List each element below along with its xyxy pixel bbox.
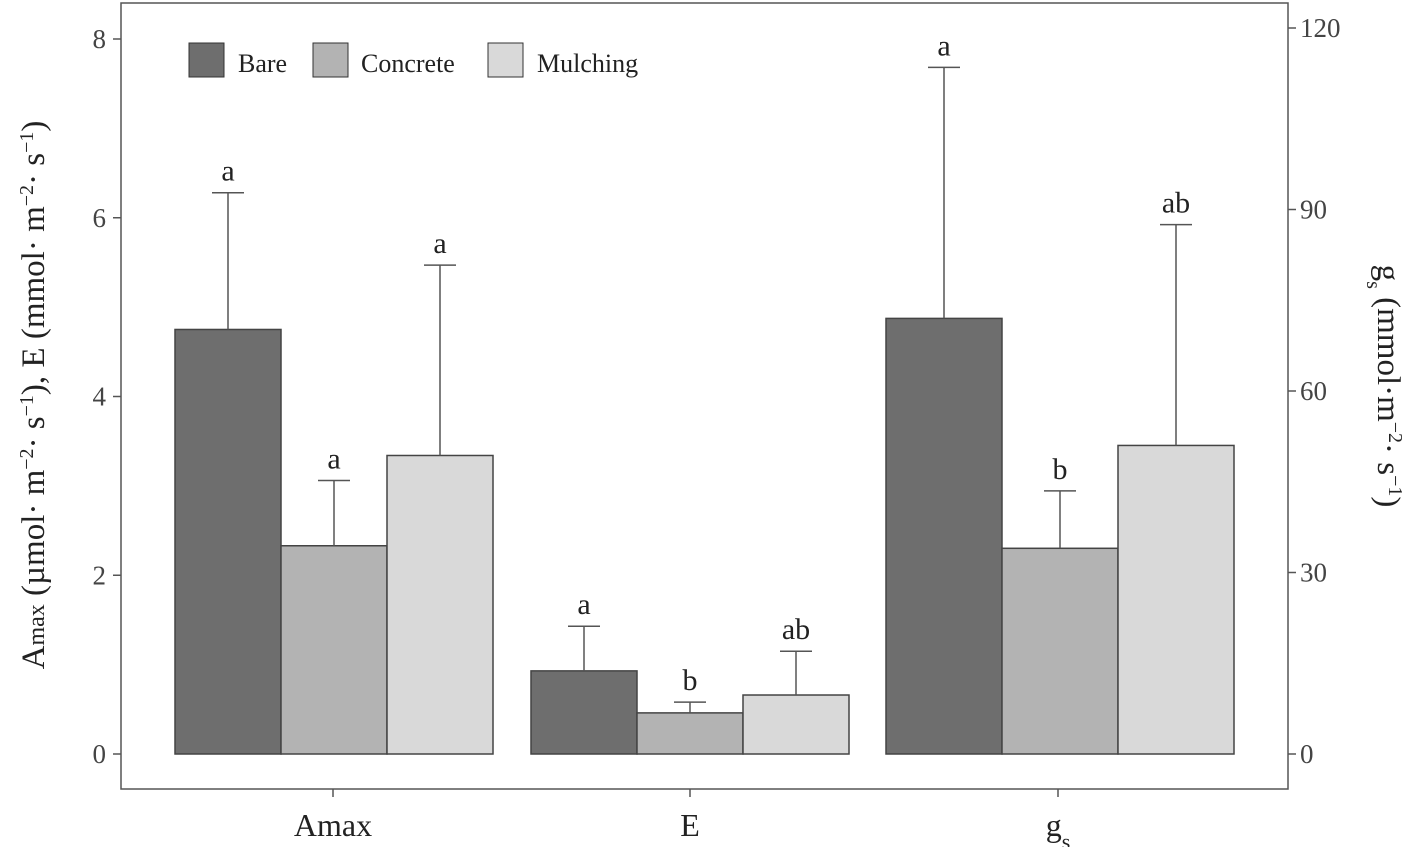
bar-bare-e: [530, 670, 638, 755]
sig-letter-mulching-gs: ab: [1162, 187, 1190, 220]
x-axis: [332, 789, 1059, 797]
sig-letter-concrete-e: b: [683, 664, 698, 697]
legend-label-mulching: Mulching: [537, 49, 638, 78]
left-tick-label-6: 6: [93, 203, 107, 233]
sig-letter-mulching-e: ab: [782, 613, 810, 646]
bar-concrete-gs: [1001, 547, 1119, 755]
error-bars-layer: [212, 66, 1192, 713]
bar-bare-amax: [174, 328, 282, 755]
sig-letter-bare-gs: a: [937, 29, 950, 62]
legend-swatch-bare: [188, 42, 225, 78]
sig-letter-bare-amax: a: [221, 155, 234, 188]
left-tick-label-4: 4: [93, 382, 107, 412]
sig-letter-bare-e: a: [577, 588, 590, 621]
bar-mulching-amax: [386, 454, 494, 755]
right-tick-label-60: 60: [1300, 376, 1327, 406]
bar-concrete-e: [636, 712, 744, 755]
legend-swatch-concrete: [312, 42, 349, 78]
left-tick-label-2: 2: [93, 560, 107, 590]
left-tick-label-0: 0: [93, 739, 107, 769]
legend-label-concrete: Concrete: [361, 49, 455, 78]
left-y-axis: 0 2 4 6 8: [93, 24, 121, 769]
bars-layer: [174, 317, 1235, 755]
right-tick-label-120: 120: [1300, 13, 1341, 43]
legend-label-bare: Bare: [238, 49, 287, 78]
sig-letter-concrete-amax: a: [327, 443, 340, 476]
right-tick-label-90: 90: [1300, 195, 1327, 225]
bar-concrete-amax: [280, 545, 388, 755]
right-tick-label-0: 0: [1300, 739, 1314, 769]
sig-letter-mulching-amax: a: [433, 227, 446, 260]
legend: Bare Concrete Mulching: [188, 42, 638, 78]
left-tick-label-8: 8: [93, 24, 107, 54]
legend-swatch-mulching: [487, 42, 524, 78]
bar-mulching-e: [742, 694, 850, 755]
category-label-gs: gs: [1046, 807, 1071, 847]
right-y-axis: 0 30 60 90 120: [1288, 13, 1341, 769]
right-tick-label-30: 30: [1300, 558, 1327, 588]
left-axis-title: Amax (µmol· m−2· s−1), E (mmol· m−2· s−1…: [16, 121, 52, 670]
category-label-e: E: [680, 807, 700, 843]
category-label-amax: Amax: [294, 807, 372, 843]
right-axis-title: gs (mmol·m−2· s−1): [1362, 265, 1406, 508]
bar-mulching-gs: [1117, 444, 1235, 755]
bar-bare-gs: [885, 317, 1003, 755]
sig-letter-concrete-gs: b: [1053, 453, 1068, 486]
